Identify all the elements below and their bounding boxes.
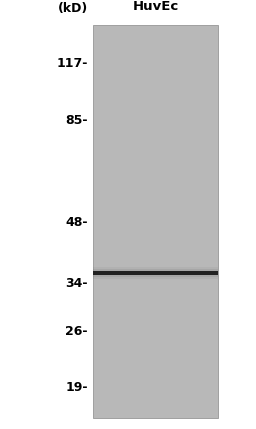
Text: 26-: 26-: [66, 325, 88, 338]
Text: 117-: 117-: [57, 57, 88, 70]
Text: 34-: 34-: [66, 277, 88, 290]
Bar: [93, 25, 218, 418]
Text: (kD): (kD): [58, 2, 88, 15]
Text: 85-: 85-: [66, 114, 88, 127]
Text: 48-: 48-: [66, 216, 88, 229]
Text: 19-: 19-: [66, 381, 88, 394]
Text: HuvEc: HuvEc: [132, 0, 179, 13]
